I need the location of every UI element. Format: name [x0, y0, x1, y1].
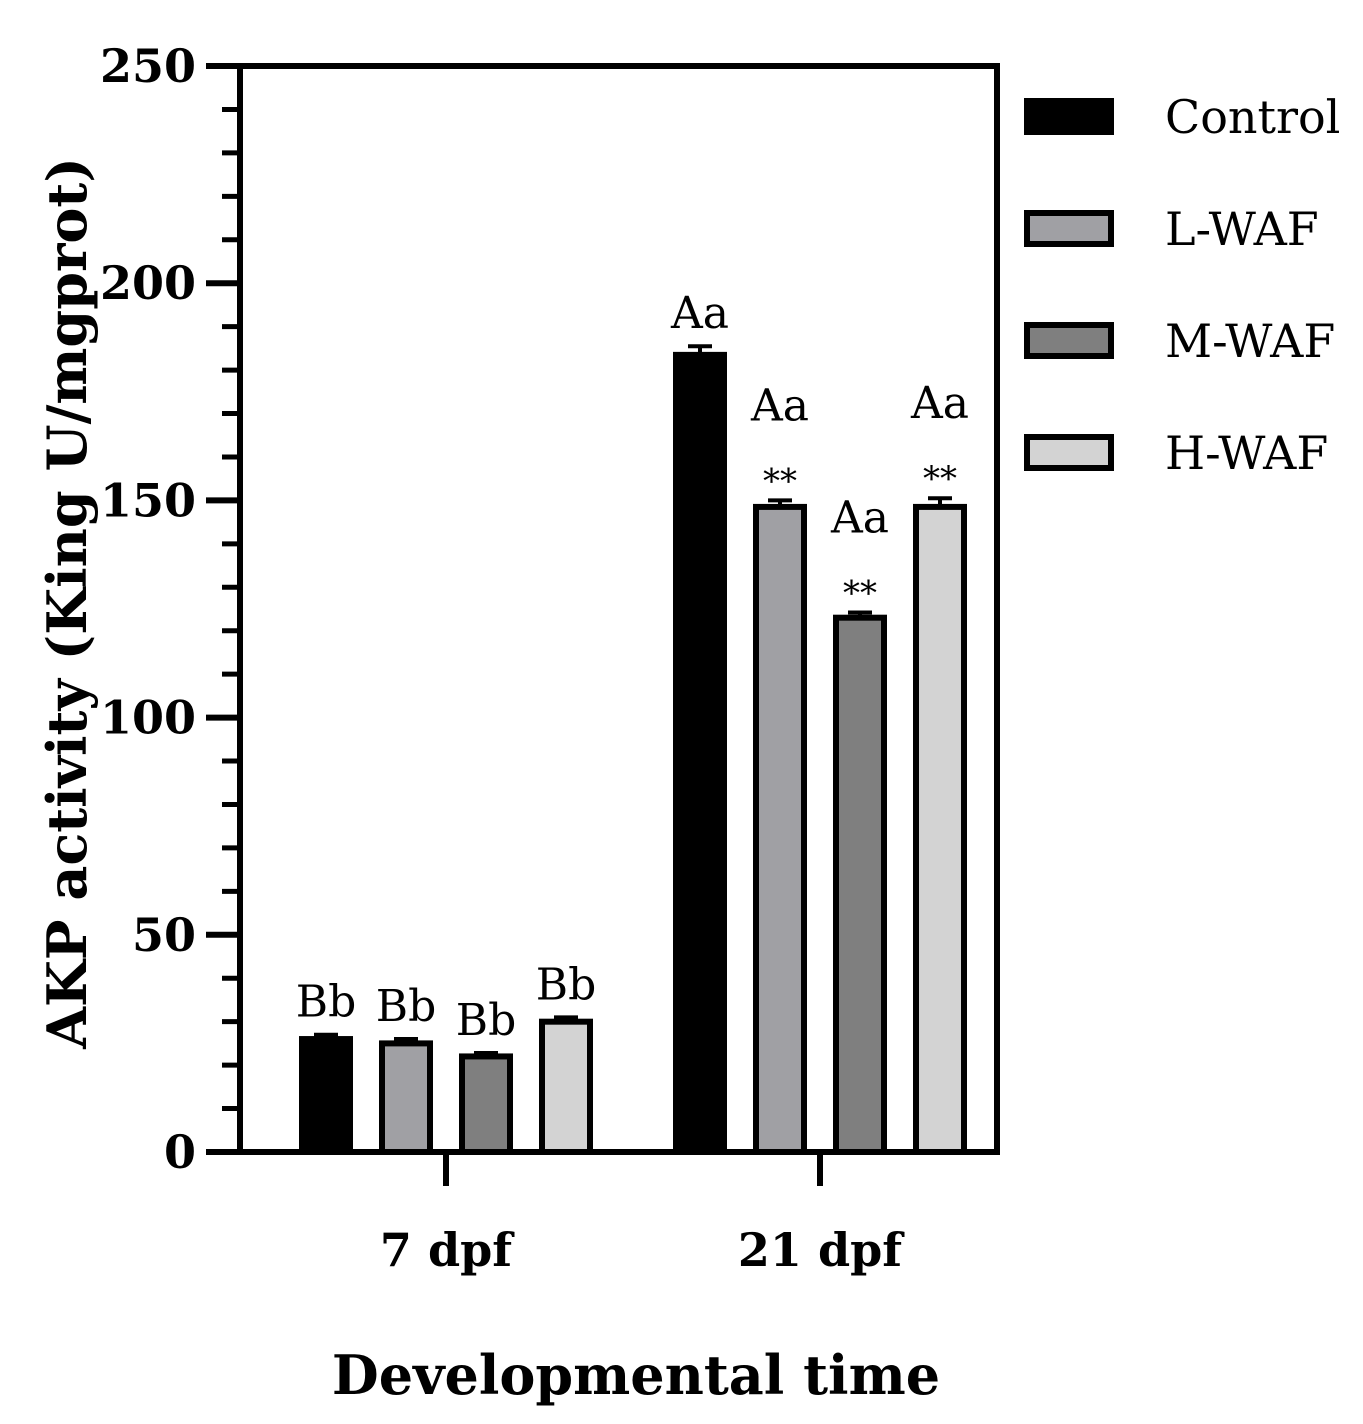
significance-stars: **: [763, 461, 797, 501]
x-tick-label: 21 dpf: [738, 1223, 905, 1277]
x-tick-label: 7 dpf: [380, 1223, 515, 1277]
group-letters: Aa: [670, 288, 729, 339]
group-letters: Bb: [456, 995, 517, 1046]
legend-swatch: [1024, 210, 1114, 247]
significance-annotations: Bb Bb Bb Bb Aa ** Aa ** Aa ** Aa: [296, 288, 969, 1046]
bar: [459, 1053, 513, 1156]
legend: Control L-WAF M-WAF H-WAF: [1024, 90, 1340, 480]
bar: [913, 503, 967, 1155]
bar: [673, 351, 727, 1156]
group-letters: Bb: [376, 981, 437, 1032]
group-letters: Bb: [536, 959, 597, 1010]
bar: [299, 1036, 353, 1156]
legend-label: L-WAF: [1165, 202, 1319, 256]
y-tick-label: 50: [132, 908, 196, 962]
group-letters: Aa: [750, 380, 809, 431]
plot-frame: [237, 63, 1000, 1155]
group-letters: Aa: [830, 492, 889, 543]
bar: [833, 614, 887, 1155]
significance-stars: **: [843, 573, 877, 613]
legend-label: Control: [1165, 90, 1340, 144]
y-major-ticks: 0 50 100 150 200 250: [100, 39, 240, 1179]
y-tick-label: 200: [100, 256, 196, 310]
significance-stars: **: [923, 459, 957, 499]
bar: [539, 1018, 593, 1155]
group-letters: Bb: [296, 977, 357, 1028]
group-letters: Aa: [910, 378, 969, 429]
y-axis-title: AKP activity (King U/mgprot): [35, 157, 99, 1050]
x-category-ticks: 7 dpf 21 dpf: [380, 1152, 905, 1277]
legend-label: M-WAF: [1165, 314, 1335, 368]
y-tick-label: 250: [100, 39, 196, 93]
bar: [379, 1040, 433, 1156]
legend-label: H-WAF: [1165, 426, 1328, 480]
y-tick-label: 100: [100, 691, 196, 745]
y-tick-label: 0: [164, 1125, 196, 1179]
x-axis-title: Developmental time: [332, 1343, 940, 1407]
legend-swatch: [1024, 434, 1114, 471]
bar: [753, 503, 807, 1155]
legend-swatch: [1024, 98, 1114, 135]
legend-swatch: [1024, 322, 1114, 359]
y-tick-label: 150: [100, 473, 196, 527]
